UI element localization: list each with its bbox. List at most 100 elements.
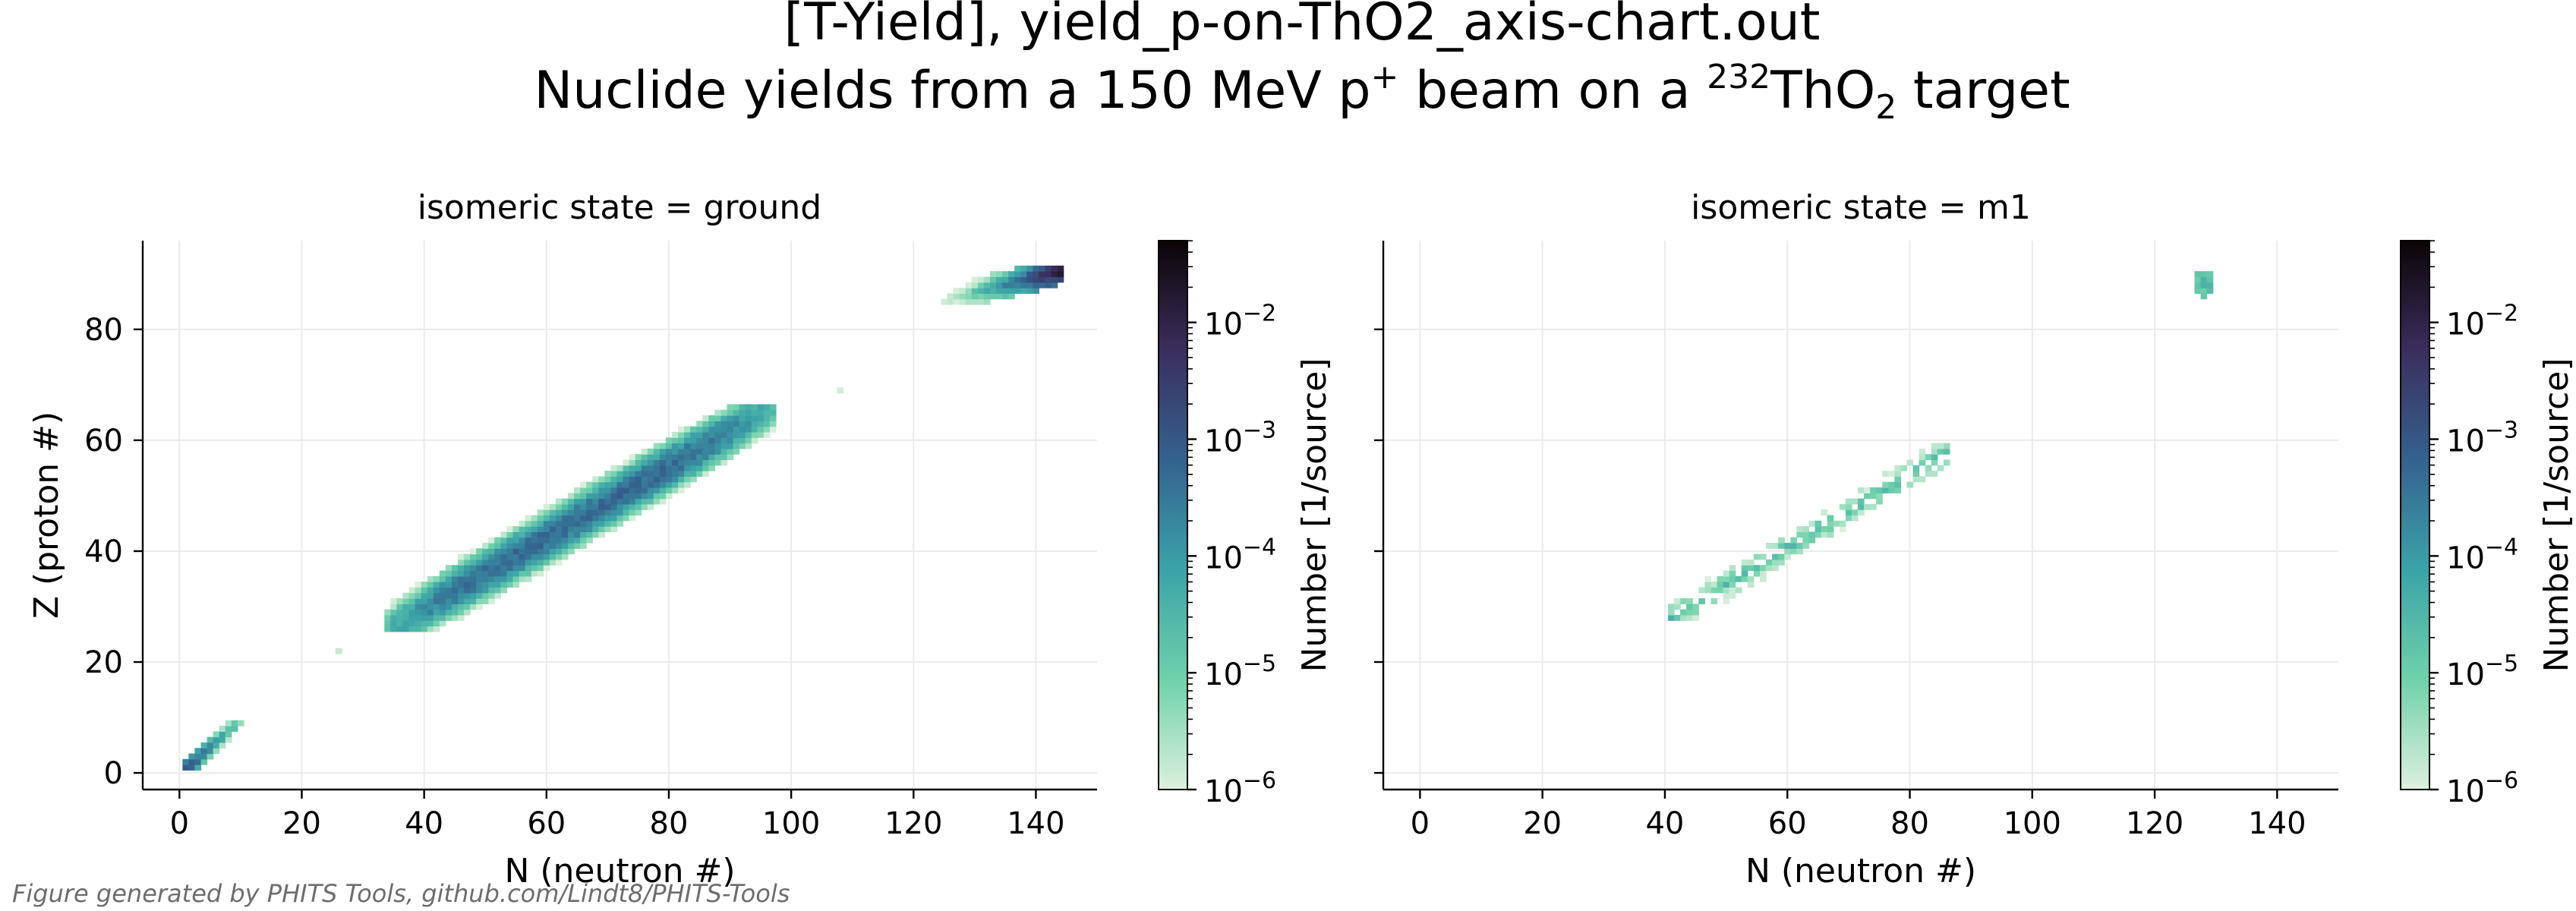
heatmap-cell <box>1845 515 1852 522</box>
heatmap-cell <box>708 459 715 466</box>
heatmap-cell <box>757 409 765 416</box>
heatmap-cell <box>953 288 960 294</box>
heatmap-cell <box>519 570 526 577</box>
heatmap-cell <box>996 293 1003 300</box>
heatmap-cell <box>1008 276 1015 283</box>
heatmap-cell <box>1827 515 1834 522</box>
heatmap-cell <box>427 587 434 594</box>
heatmap-cell <box>647 471 654 477</box>
heatmap-cell <box>568 548 575 555</box>
heatmap-cell <box>989 282 997 288</box>
heatmap-cell <box>604 509 612 516</box>
heatmap-cell <box>1882 481 1889 488</box>
heatmap-cell <box>714 448 722 455</box>
heatmap-cell <box>1674 604 1681 610</box>
heatmap-cell <box>1026 265 1033 272</box>
heatmap-cell <box>512 582 520 588</box>
heatmap-cell <box>592 503 599 510</box>
heatmap-cell <box>231 720 238 727</box>
heatmap-cell <box>739 437 746 444</box>
heatmap-cell <box>616 487 624 493</box>
x-tick-label: 140 <box>2248 806 2306 841</box>
heatmap-cell <box>464 570 471 577</box>
heatmap-cell <box>457 598 465 604</box>
heatmap-cell <box>757 431 765 438</box>
heatmap-cell <box>604 526 612 533</box>
heatmap-cell <box>457 609 465 616</box>
heatmap-cell <box>1943 459 1950 466</box>
heatmap-cell <box>690 476 697 483</box>
heatmap-cell <box>671 465 679 471</box>
heatmap-cell <box>494 548 501 555</box>
heatmap-cell <box>971 282 979 288</box>
heatmap-cell <box>959 288 966 294</box>
heatmap-cell <box>629 487 636 493</box>
heatmap-cell <box>537 548 544 555</box>
heatmap-cell <box>989 288 997 294</box>
heatmap-cell <box>1002 288 1009 294</box>
heatmap-cell <box>1925 454 1932 461</box>
heatmap-cell <box>512 548 520 555</box>
heatmap-cell <box>512 570 520 577</box>
heatmap-cell <box>592 487 599 493</box>
heatmap-cell <box>1723 575 1730 582</box>
heatmap-cell <box>592 476 599 483</box>
heatmap-cell <box>996 271 1003 278</box>
heatmap-cell <box>1014 271 1021 278</box>
heatmap-cell <box>1808 531 1816 538</box>
heatmap-cell <box>1876 498 1883 505</box>
heatmap-cell <box>543 565 550 572</box>
heatmap-cell <box>500 537 508 544</box>
heatmap-cell <box>1906 481 1914 488</box>
heatmap-cell <box>696 459 703 466</box>
heatmap-cell <box>1729 582 1736 588</box>
figure-title-line1: [T-Yield], yield_p-on-ThO2_axis-chart.ou… <box>784 0 1821 52</box>
heatmap-cell <box>1674 614 1681 621</box>
heatmap-cell <box>531 559 538 566</box>
heatmap-cell <box>194 764 202 771</box>
heatmap-cell <box>623 509 630 516</box>
heatmap-cell <box>623 493 630 500</box>
heatmap-cell <box>720 443 728 449</box>
heatmap-cell <box>519 553 526 560</box>
heatmap-cell <box>1039 276 1046 283</box>
heatmap-cell <box>1033 271 1040 278</box>
heatmap-cell <box>427 575 434 582</box>
heatmap-cell <box>457 559 465 566</box>
heatmap-cell <box>2194 288 2202 294</box>
heatmap-cell <box>482 565 489 572</box>
heatmap-cell <box>671 431 679 438</box>
heatmap-cell <box>690 426 697 433</box>
x-tick-label: 20 <box>1523 806 1562 841</box>
heatmap-cell <box>665 454 673 461</box>
heatmap-cell <box>720 421 728 427</box>
heatmap-cell <box>641 503 648 510</box>
heatmap-cell <box>512 565 520 572</box>
heatmap-cell <box>653 448 661 455</box>
heatmap-cell <box>635 481 642 488</box>
heatmap-cell <box>470 565 477 572</box>
heatmap-cell <box>494 537 501 544</box>
heatmap-cell <box>1723 570 1730 577</box>
heatmap-cell <box>708 448 715 455</box>
heatmap-cell <box>727 409 734 416</box>
heatmap-cell <box>506 526 514 533</box>
heatmap-cell <box>690 448 697 455</box>
heatmap-cell <box>1692 614 1699 621</box>
heatmap-cell <box>653 493 661 500</box>
heatmap-cell <box>659 471 667 477</box>
heatmap-cell <box>647 503 654 510</box>
heatmap-cell <box>421 614 428 621</box>
heatmap-cell <box>568 503 575 510</box>
heatmap-cell <box>207 742 214 749</box>
heatmap-cell <box>1020 265 1027 272</box>
heatmap-cell <box>384 614 391 621</box>
x-axis-label: N (neutron #) <box>504 852 735 891</box>
heatmap-cell <box>1057 265 1064 272</box>
heatmap-cell <box>415 582 422 588</box>
heatmap-cell <box>1051 282 1058 288</box>
heatmap-cell <box>1925 465 1932 471</box>
heatmap-cell <box>2206 288 2214 294</box>
heatmap-cell <box>720 459 728 466</box>
heatmap-cell <box>470 559 477 566</box>
